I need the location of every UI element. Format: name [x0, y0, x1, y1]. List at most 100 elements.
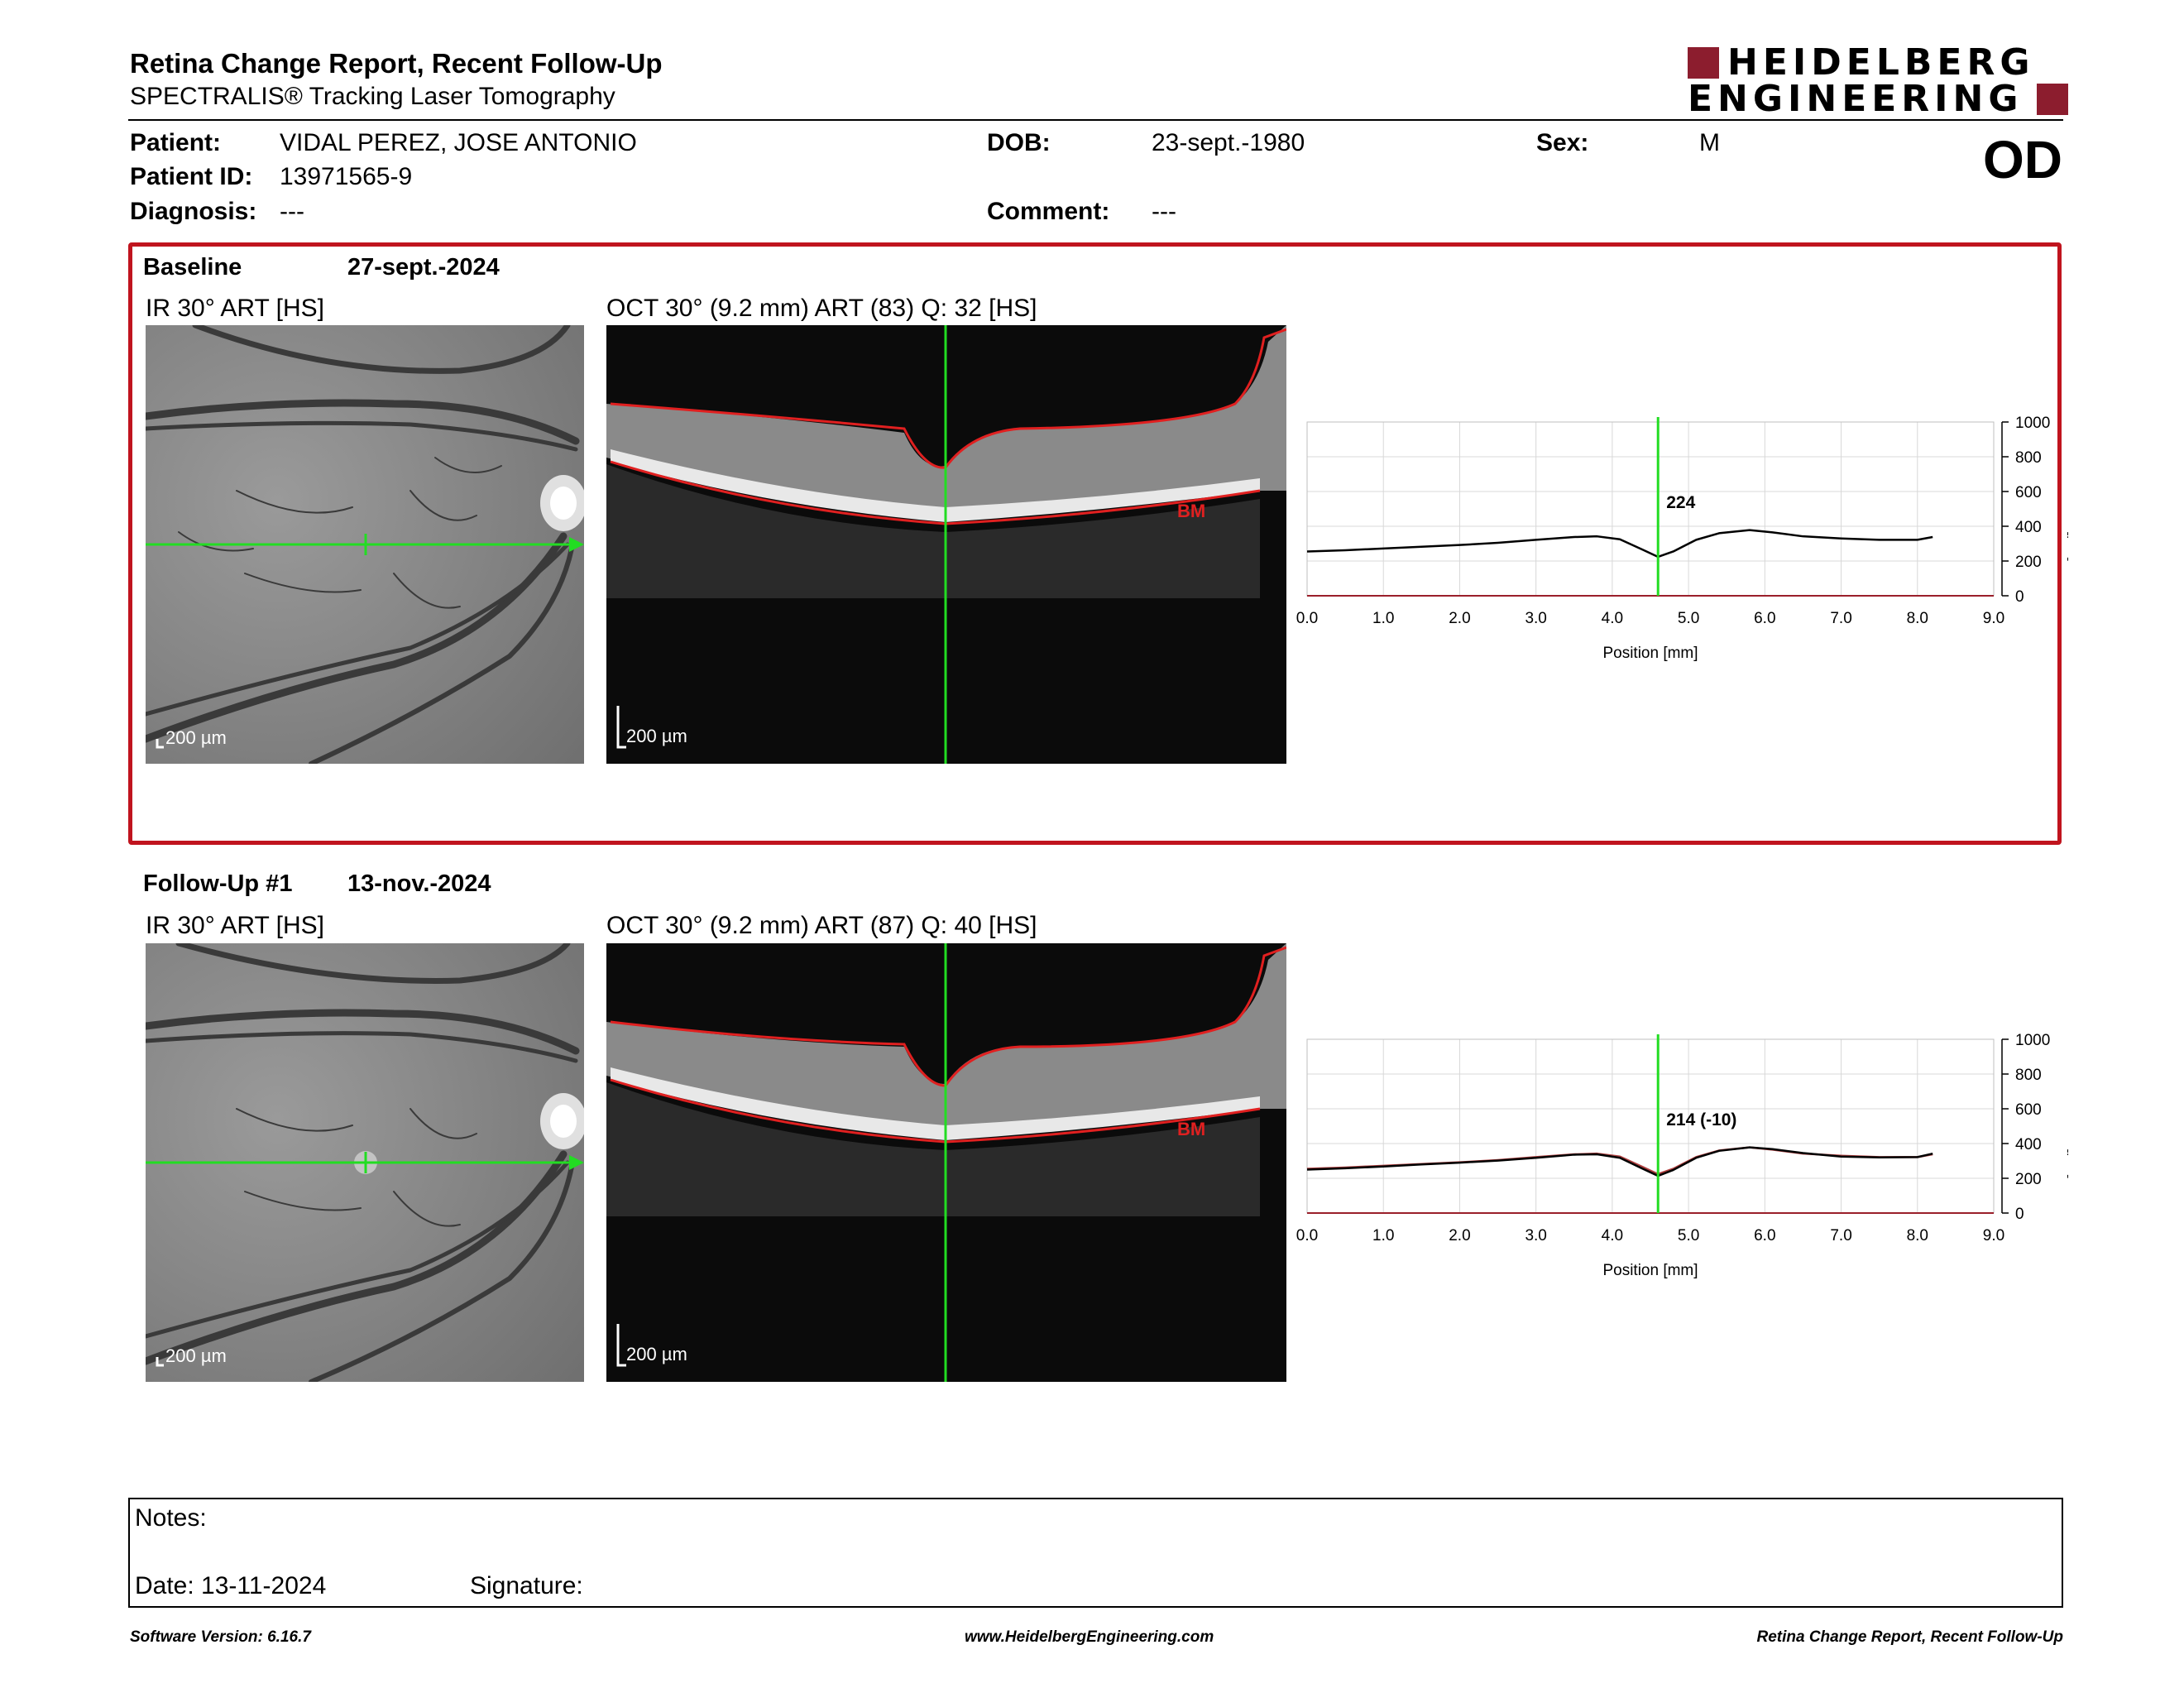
x-tick-label: 7.0 — [1830, 610, 1851, 627]
signature-label: Signature: — [470, 1572, 583, 1599]
x-tick-label: 0.0 — [1296, 1227, 1318, 1244]
y-tick-label: 600 — [2015, 484, 2042, 501]
followup-ir-fundus-image: 200 µm — [146, 943, 584, 1382]
report-subtitle: SPECTRALIS® Tracking Laser Tomography — [130, 83, 615, 110]
diagnosis-value: --- — [280, 198, 304, 225]
dob-label: DOB: — [987, 129, 1051, 156]
x-tick-label: 5.0 — [1678, 610, 1699, 627]
cursor-value-label: 224 — [1666, 493, 1695, 512]
x-tick-label: 9.0 — [1983, 610, 2004, 627]
followup-oct-scale: 200 µm — [626, 1344, 687, 1364]
y-tick-label: 200 — [2015, 554, 2042, 571]
scan-direction-arrow-icon — [569, 1155, 584, 1170]
x-tick-label: 8.0 — [1907, 610, 1928, 627]
followup-ir-scale: 200 µm — [165, 1345, 227, 1366]
scan-direction-arrow-icon — [569, 537, 584, 552]
x-axis-label: Position [mm] — [1602, 645, 1698, 662]
thickness-series-line-1 — [1306, 1146, 1933, 1176]
diagnosis-label: Diagnosis: — [130, 198, 257, 225]
y-tick-label: 800 — [2015, 1067, 2042, 1084]
followup-date: 13-nov.-2024 — [347, 870, 491, 897]
thickness-series-line-0 — [1306, 529, 1933, 559]
y-tick-label: 0 — [2015, 588, 2024, 606]
patient-id: 13971565-9 — [280, 163, 413, 190]
baseline-thickness-chart: 0 200 400 600 800 1000 0.0 1.0 2.0 3.0 4.0 5.0 6.0 7.… — [1296, 415, 2068, 662]
plot-frame — [1306, 1038, 1995, 1214]
baseline-ir-scale: 200 µm — [165, 727, 227, 748]
x-tick-label: 6.0 — [1754, 1227, 1775, 1244]
y-axis-label: Thickness [µm] — [2067, 456, 2068, 562]
logo-line-2: ENGINEERING — [1688, 78, 2024, 120]
followup-ilm-segmentation — [610, 946, 1286, 1087]
x-tick-label: 1.0 — [1372, 1227, 1394, 1244]
header-divider — [128, 119, 2063, 121]
baseline-oct-bscan-image: BM 200 µm — [606, 325, 1286, 764]
y-tick-label: 1000 — [2015, 1032, 2050, 1049]
patient-name: VIDAL PEREZ, JOSE ANTONIO — [280, 129, 637, 156]
followup-thickness-chart: 0 200 400 600 800 1000 0.0 1.0 2.0 3.0 4.0 5.0 6.0 7.… — [1296, 1032, 2068, 1279]
report-title: Retina Change Report, Recent Follow-Up — [130, 48, 663, 79]
followup-label: Follow-Up #1 — [143, 870, 293, 897]
x-tick-label: 2.0 — [1449, 1227, 1470, 1244]
x-tick-label: 2.0 — [1449, 610, 1470, 627]
x-tick-label: 8.0 — [1907, 1227, 1928, 1244]
logo-square-icon — [1688, 47, 1719, 79]
y-tick-label: 1000 — [2015, 415, 2050, 432]
followup-oct-caption: OCT 30° (9.2 mm) ART (87) Q: 40 [HS] — [606, 912, 1037, 939]
x-tick-label: 6.0 — [1754, 610, 1775, 627]
baseline-label: Baseline — [143, 254, 242, 281]
followup-ir-caption: IR 30° ART [HS] — [146, 912, 324, 939]
scale-bar-icon — [156, 739, 164, 749]
followup-oct-bscan-image: BM 200 µm — [606, 943, 1286, 1382]
baseline-oct-caption: OCT 30° (9.2 mm) ART (83) Q: 32 [HS] — [606, 295, 1037, 322]
scale-bar-icon — [156, 1357, 164, 1367]
x-tick-label: 3.0 — [1525, 610, 1546, 627]
heidelberg-logo: HEIDELBERG ENGINEERING — [1688, 41, 2068, 120]
scale-bar-icon — [616, 1324, 626, 1367]
comment-label: Comment: — [987, 198, 1110, 225]
logo-line-1: HEIDELBERG — [1727, 41, 2035, 84]
y-axis-label: Thickness [µm] — [2067, 1073, 2068, 1179]
x-tick-label: 1.0 — [1372, 610, 1394, 627]
date-label: Date: 13-11-2024 — [135, 1572, 327, 1599]
scale-bar-icon — [616, 706, 626, 749]
baseline-ir-fundus-image: 200 µm — [146, 325, 584, 764]
baseline-ilm-segmentation — [610, 328, 1286, 469]
x-tick-label: 0.0 — [1296, 610, 1318, 627]
y-tick-label: 800 — [2015, 449, 2042, 467]
x-tick-label: 3.0 — [1525, 1227, 1546, 1244]
y-tick-label: 600 — [2015, 1101, 2042, 1119]
cursor-value-label: 214 (-10) — [1666, 1110, 1736, 1129]
y-tick-label: 0 — [2015, 1206, 2024, 1223]
patient-id-label: Patient ID: — [130, 163, 253, 190]
logo-square-icon — [2037, 84, 2068, 115]
baseline-oct-scale: 200 µm — [626, 726, 687, 746]
baseline-bm-label: BM — [1177, 501, 1206, 521]
eye-indicator: OD — [1983, 130, 2062, 189]
comment-value: --- — [1152, 198, 1176, 225]
x-tick-label: 4.0 — [1602, 1227, 1623, 1244]
software-version: Software Version: 6.16.7 — [130, 1628, 311, 1646]
baseline-ir-caption: IR 30° ART [HS] — [146, 295, 324, 322]
thickness-series-line-0 — [1306, 1146, 1933, 1177]
dob-value: 23-sept.-1980 — [1152, 129, 1305, 156]
notes-box[interactable]: Notes: Date: 13-11-2024 Signature: — [128, 1498, 2063, 1608]
x-axis-label: Position [mm] — [1602, 1262, 1698, 1279]
baseline-date: 27-sept.-2024 — [347, 254, 500, 281]
y-tick-label: 400 — [2015, 519, 2042, 536]
baseline-highlight-box — [128, 242, 2062, 845]
x-tick-label: 5.0 — [1678, 1227, 1699, 1244]
patient-label: Patient: — [130, 129, 222, 156]
website-link[interactable]: www.HeidelbergEngineering.com — [965, 1628, 1214, 1646]
x-tick-label: 7.0 — [1830, 1227, 1851, 1244]
x-tick-label: 4.0 — [1602, 610, 1623, 627]
y-tick-label: 200 — [2015, 1171, 2042, 1188]
plot-frame — [1306, 421, 1995, 597]
footer-report-name: Retina Change Report, Recent Follow-Up — [1756, 1628, 2063, 1646]
sex-value: M — [1699, 129, 1720, 156]
sex-label: Sex: — [1536, 129, 1589, 156]
notes-label: Notes: — [135, 1504, 207, 1532]
y-tick-label: 400 — [2015, 1136, 2042, 1153]
followup-bm-label: BM — [1177, 1119, 1206, 1139]
x-tick-label: 9.0 — [1983, 1227, 2004, 1244]
